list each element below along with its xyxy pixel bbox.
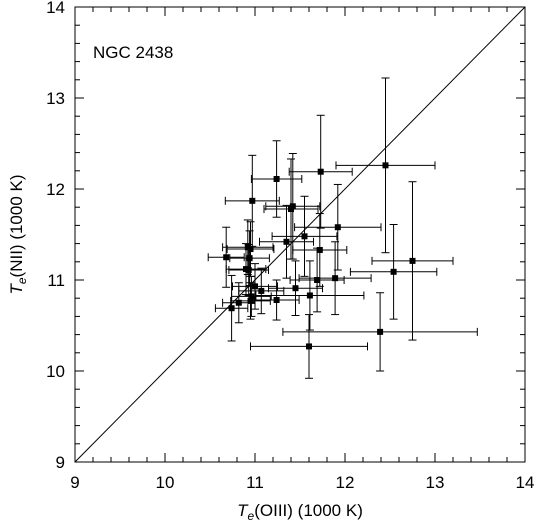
data-point: [301, 233, 308, 240]
tick-layer: [74, 6, 526, 463]
data-point: [390, 268, 397, 275]
data-point: [249, 197, 256, 204]
x-tick-label: 14: [516, 473, 535, 492]
error-bar-layer: [207, 77, 478, 379]
x-axis-label: Te(OIII) (1000 K): [237, 501, 363, 523]
data-point: [248, 293, 255, 300]
data-point: [288, 206, 294, 213]
data-point: [283, 238, 290, 245]
axis-label-text: (OIII) (1000 K): [254, 501, 363, 520]
data-point: [306, 343, 312, 350]
data-point: [317, 168, 324, 175]
data-point: [273, 175, 280, 182]
data-point: [382, 162, 389, 169]
x-tick-label: 12: [336, 473, 355, 492]
x-tick-label: 10: [156, 473, 175, 492]
y-tick-label: 13: [46, 89, 65, 108]
data-point: [334, 224, 341, 231]
y-axis-label: Te(NII) (1000 K): [7, 174, 29, 294]
plot-frame: [74, 6, 526, 463]
data-point: [306, 292, 313, 299]
reference-line-layer: [74, 6, 526, 463]
identity-line: [74, 6, 526, 463]
data-point: [247, 297, 254, 304]
x-tick-label: 11: [246, 473, 264, 492]
data-point: [377, 328, 384, 335]
axis-label-symbol: T: [7, 283, 26, 295]
y-tick-label: 11: [47, 271, 65, 290]
data-point: [246, 255, 253, 262]
data-point: [314, 277, 321, 283]
x-tick-label: 13: [426, 473, 445, 492]
marker-layer: [223, 162, 416, 350]
data-point: [228, 305, 235, 312]
axis-label-text: (NII) (1000 K): [7, 174, 26, 277]
y-tick-label: 12: [46, 180, 65, 199]
y-tick-label: 10: [46, 362, 65, 381]
y-tick-label: 14: [46, 0, 65, 17]
axis-label-subscript: e: [248, 509, 255, 523]
data-point: [292, 285, 299, 292]
x-tick-label: 9: [70, 473, 79, 492]
axis-label-subscript: e: [15, 277, 29, 284]
axis-label-symbol: T: [237, 501, 249, 520]
data-point: [409, 257, 416, 264]
data-point: [235, 299, 242, 306]
data-point: [252, 283, 258, 290]
data-point: [247, 246, 254, 253]
data-point: [316, 246, 323, 253]
y-tick-label: 9: [56, 453, 65, 472]
data-point: [223, 254, 230, 261]
data-point: [273, 297, 280, 304]
data-point: [332, 275, 339, 282]
data-point: [258, 287, 265, 294]
data-point: [245, 266, 252, 273]
tick-label-layer: 9 10 11 12 13 14 9 10 11 12 13 14: [46, 0, 534, 492]
chart-annotation: NGC 2438: [93, 43, 173, 62]
